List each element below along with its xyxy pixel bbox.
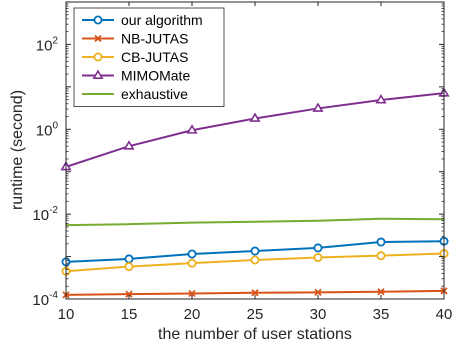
data-point — [376, 251, 386, 261]
legend-label: MIMOMate — [121, 68, 190, 84]
data-point — [187, 258, 197, 268]
data-point — [377, 288, 385, 296]
series-line — [65, 217, 445, 227]
legend-label: our algorithm — [121, 12, 203, 28]
data-point — [188, 289, 196, 298]
series-exhaustive — [65, 217, 445, 227]
x-tick-label: 30 — [310, 306, 327, 323]
x-tick-label: 25 — [247, 306, 264, 323]
legend-label: exhaustive — [121, 86, 188, 102]
legend-label: CB-JUTAS — [121, 49, 188, 65]
data-point — [313, 253, 323, 263]
x-tick-label: 15 — [121, 306, 138, 323]
data-point — [249, 112, 261, 122]
x-tick-label: 20 — [184, 306, 201, 323]
legend-marker — [93, 52, 103, 62]
x-axis-title: the number of user stations — [158, 326, 352, 343]
legend: our algorithm NB-JUTAS CB-JUTAS MIMOMate exh… — [73, 7, 225, 107]
data-point — [250, 246, 260, 256]
legend-marker — [92, 69, 104, 79]
data-point — [124, 262, 134, 272]
data-point — [314, 288, 322, 297]
legend-label: NB-JUTAS — [121, 31, 188, 47]
y-tick-label: 10-2 — [32, 205, 58, 224]
legend-entry: CB-JUTAS — [82, 49, 188, 65]
y-tick-label: 100 — [36, 120, 59, 139]
data-point — [375, 94, 387, 104]
data-point — [376, 237, 386, 247]
y-tick-label: 102 — [36, 35, 59, 54]
axes-layer: 10 15 20 25 30 35 40 10-4 10-2 100 102 — [32, 1, 453, 323]
legend-entry: NB-JUTAS — [82, 31, 188, 47]
x-tick-label: 40 — [436, 306, 453, 323]
data-point — [313, 243, 323, 253]
x-tick-label: 35 — [373, 306, 390, 323]
y-axis-title: runtime (second) — [9, 90, 26, 210]
data-point — [186, 124, 198, 134]
data-point — [250, 255, 260, 265]
data-point — [125, 290, 133, 298]
x-tick-label: 10 — [58, 306, 75, 323]
data-point — [251, 289, 259, 297]
legend-entry: our algorithm — [82, 12, 203, 28]
legend-entry: MIMOMate — [82, 68, 190, 84]
data-point — [124, 254, 134, 264]
y-tick-label: 10-4 — [32, 290, 58, 309]
series-nb-jutas — [62, 287, 448, 299]
data-point — [312, 102, 324, 112]
series-mimomate — [60, 87, 450, 171]
data-point — [187, 249, 197, 259]
legend-entry: exhaustive — [82, 86, 188, 102]
data-point — [123, 140, 135, 150]
legend-marker — [94, 34, 102, 43]
series-layer — [60, 87, 450, 299]
legend-marker — [93, 15, 103, 25]
